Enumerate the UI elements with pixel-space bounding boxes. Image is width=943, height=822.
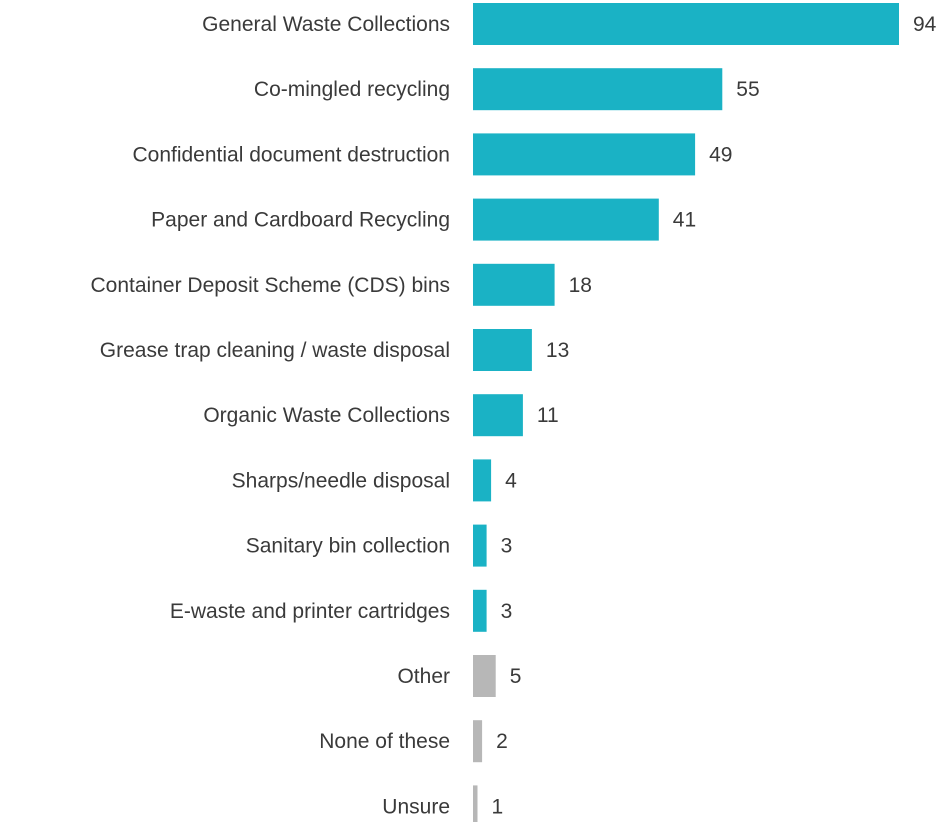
value-label: 5 (510, 665, 522, 688)
value-label: 41 (673, 209, 696, 232)
bar (473, 524, 487, 567)
bar (473, 785, 478, 822)
value-label: 18 (569, 274, 592, 297)
bar (473, 459, 492, 502)
category-label: Unsure (382, 795, 450, 818)
value-labels-group: 94 55 49 41 18 13 11 4 3 3 5 2 1 (492, 13, 937, 818)
category-label: None of these (319, 730, 450, 753)
bar (473, 68, 723, 111)
category-label: Paper and Cardboard Recycling (151, 209, 450, 232)
value-label: 3 (501, 535, 513, 558)
category-label: Organic Waste Collections (203, 404, 450, 427)
bar (473, 394, 523, 437)
bar (473, 720, 483, 763)
category-label: Confidential document destruction (132, 143, 450, 166)
value-label: 3 (501, 600, 513, 623)
category-label: Other (397, 665, 450, 688)
bars-group (473, 3, 899, 822)
category-label: Grease trap cleaning / waste disposal (100, 339, 450, 362)
category-label: Co-mingled recycling (254, 78, 450, 101)
category-labels-group: General Waste Collections Co-mingled recy… (91, 13, 450, 818)
value-label: 4 (505, 469, 517, 492)
bar (473, 263, 555, 306)
value-label: 13 (546, 339, 569, 362)
bar (473, 198, 659, 241)
category-label: General Waste Collections (202, 13, 450, 36)
category-label: Sharps/needle disposal (232, 469, 450, 492)
bar (473, 3, 899, 45)
category-label: E-waste and printer cartridges (170, 600, 450, 623)
value-label: 11 (537, 404, 559, 427)
bar (473, 589, 487, 632)
bar (473, 133, 696, 176)
value-label: 94 (913, 13, 937, 36)
value-label: 55 (736, 78, 759, 101)
value-label: 2 (496, 730, 508, 753)
value-label: 1 (492, 795, 504, 818)
value-label: 49 (709, 143, 732, 166)
category-label: Sanitary bin collection (246, 535, 450, 558)
bar (473, 329, 532, 371)
bar (473, 655, 496, 697)
category-label: Container Deposit Scheme (CDS) bins (91, 274, 450, 297)
